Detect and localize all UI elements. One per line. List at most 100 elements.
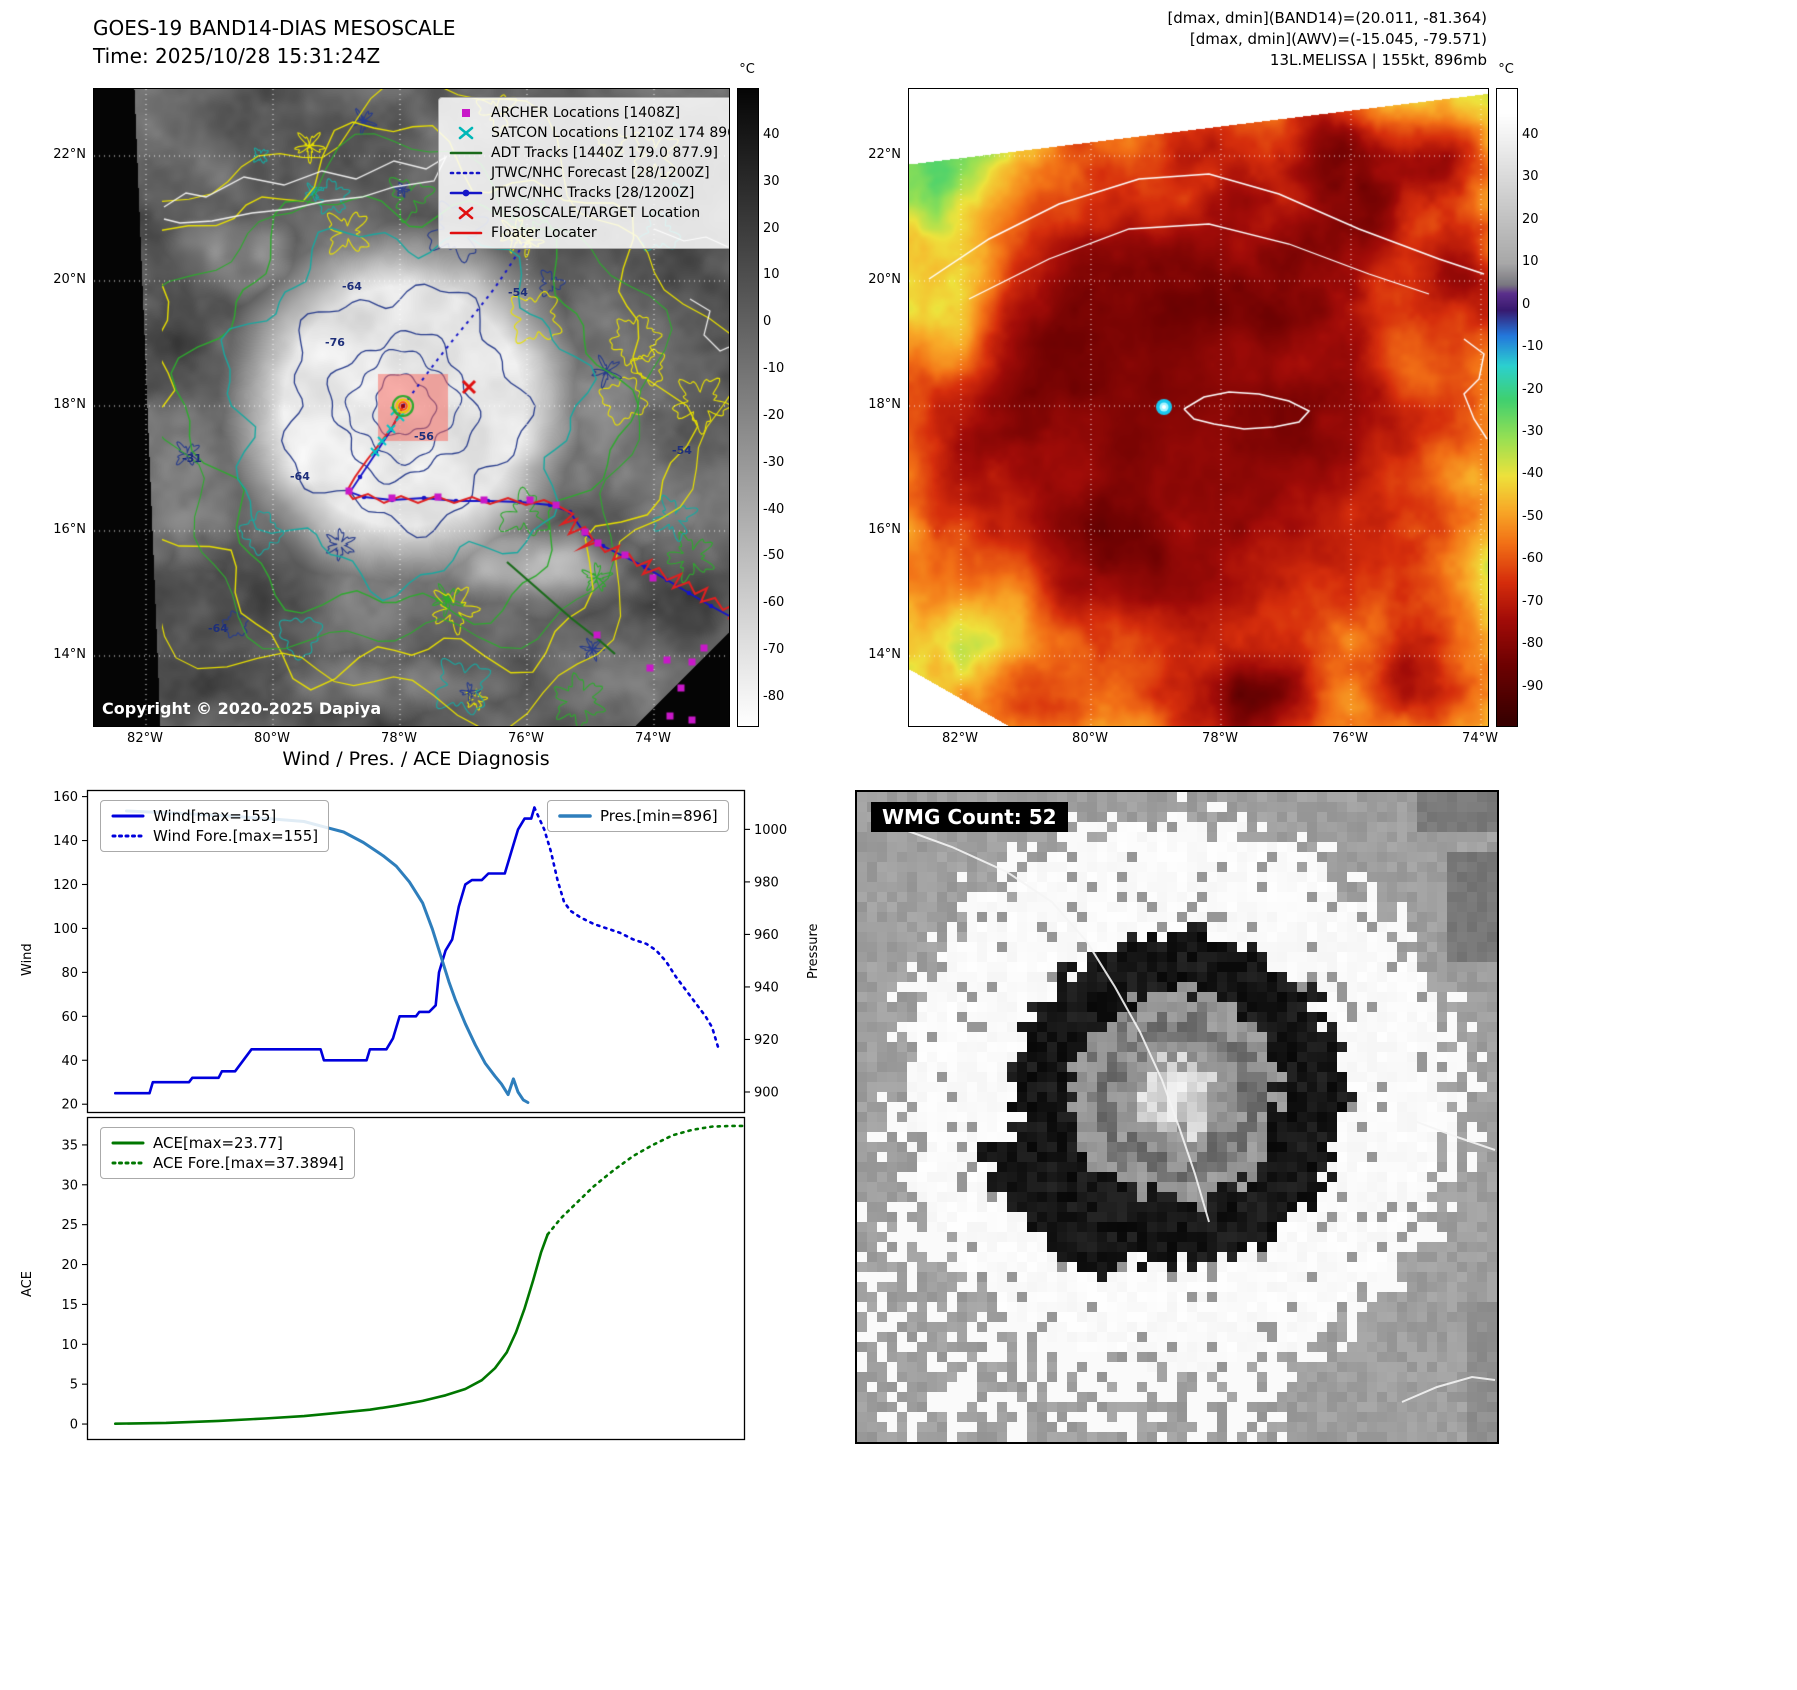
svg-text:40: 40 [61, 1054, 78, 1069]
legend-marker-line-icon [558, 814, 592, 818]
svg-text:5: 5 [70, 1378, 78, 1393]
copyright-text: Copyright © 2020-2025 Dapiya [102, 699, 382, 718]
wind-legend: Wind[max=155] Wind Fore.[max=155] [100, 800, 330, 852]
svg-text:100: 100 [53, 922, 78, 937]
legend-marker-x-icon [458, 206, 474, 220]
series-0 [114, 1233, 549, 1425]
tl-lon-label: 80°W [254, 731, 290, 746]
tr-colorbar-tick: 20 [1522, 211, 1539, 227]
contour-label: -56 [414, 430, 434, 443]
svg-text:960: 960 [754, 928, 779, 943]
tl-satellite-map: ARCHER Locations [1408Z] SATCON Locations… [93, 88, 730, 727]
tl-time: Time: 2025/10/28 15:31:24Z [93, 44, 381, 68]
tr-lon-label: 74°W [1462, 731, 1498, 746]
tl-lon-label: 82°W [127, 731, 163, 746]
tr-colorbar-tick: -90 [1522, 678, 1544, 694]
ace-legend: ACE[max=23.77] ACE Fore.[max=37.3894] [100, 1127, 355, 1179]
tl-colorbar-tick: -50 [763, 548, 785, 564]
bl-chart-title: Wind / Pres. / ACE Diagnosis [282, 748, 550, 770]
tr-colorbar-unit: °C [1498, 62, 1514, 77]
tl-lat-label: 14°N [53, 647, 86, 662]
tl-colorbar-tick: -30 [763, 454, 785, 470]
wmg-count-badge: WMG Count: 52 [871, 802, 1068, 832]
tl-colorbar-tick: 40 [763, 126, 780, 142]
tl-colorbar-tick: -70 [763, 642, 785, 658]
pressure-axis-label: Pressure [806, 923, 821, 979]
tl-colorbar-tick: 30 [763, 173, 780, 189]
tr-colorbar-tick: 30 [1522, 169, 1539, 185]
legend-marker-dotted-icon [449, 171, 483, 175]
legend-item: JTWC/NHC Forecast [28/1200Z] [449, 163, 729, 183]
tl-colorbar [737, 88, 759, 727]
tl-colorbar-unit: °C [739, 62, 755, 77]
legend-label: Wind Fore.[max=155] [153, 827, 319, 845]
legend-label: ACE Fore.[max=37.3894] [153, 1154, 344, 1172]
svg-text:1000: 1000 [754, 823, 787, 838]
tl-map-legend: ARCHER Locations [1408Z] SATCON Locations… [438, 97, 729, 249]
tr-lat-label: 20°N [868, 272, 901, 287]
svg-text:20: 20 [61, 1098, 78, 1113]
contour-label: -54 [672, 444, 692, 457]
svg-text:60: 60 [61, 1010, 78, 1025]
tr-colorbar-tick: -60 [1522, 551, 1544, 567]
contour-label: -76 [325, 336, 345, 349]
tr-info-block: [dmax, dmin](BAND14)=(20.011, -81.364) [… [1000, 8, 1487, 71]
svg-text:160: 160 [53, 790, 78, 805]
tr-lon-label: 78°W [1202, 731, 1238, 746]
tl-lat-label: 16°N [53, 522, 86, 537]
tl-colorbar-tick: 20 [763, 220, 780, 236]
tr-satellite-canvas [909, 89, 1488, 726]
tl-colorbar-tick: 10 [763, 267, 780, 283]
contour-label: -31 [182, 452, 202, 465]
legend-marker-dotted-icon [111, 1161, 145, 1165]
tr-lon-label: 80°W [1072, 731, 1108, 746]
tr-info-line1: [dmax, dmin](BAND14)=(20.011, -81.364) [1167, 9, 1487, 27]
tr-colorbar-tick: -30 [1522, 423, 1544, 439]
tr-colorbar-tick: -80 [1522, 636, 1544, 652]
legend-item: ACE[max=23.77] [111, 1133, 344, 1153]
tr-satellite-map [908, 88, 1489, 727]
legend-marker-line-icon [111, 1141, 145, 1145]
tr-colorbar-tick: -70 [1522, 593, 1544, 609]
legend-item: JTWC/NHC Tracks [28/1200Z] [449, 183, 729, 203]
legend-item: Pres.[min=896] [558, 806, 718, 826]
legend-label: Wind[max=155] [153, 807, 277, 825]
wind-pressure-chart: 20 40 60 80 100 120 140 160 900 920 940 960 980 1000 [53, 789, 787, 1114]
tr-info-line2: [dmax, dmin](AWV)=(-15.045, -79.571) [1189, 30, 1487, 48]
tr-colorbar-tick: -50 [1522, 508, 1544, 524]
tr-info-line3: 13L.MELISSA | 155kt, 896mb [1269, 51, 1487, 69]
legend-marker-line-icon [111, 814, 145, 818]
svg-text:25: 25 [61, 1218, 78, 1233]
legend-marker-line-icon [449, 231, 483, 235]
series-1 [546, 1124, 747, 1236]
wmg-coastline-overlay [896, 826, 1496, 1403]
tr-colorbar-tick: 10 [1522, 254, 1539, 270]
tl-colorbar-tick: -60 [763, 595, 785, 611]
tl-lon-label: 78°W [381, 731, 417, 746]
legend-item: Floater Locater [449, 223, 729, 243]
coastline [1416, 1121, 1496, 1151]
tl-colorbar-tick: -80 [763, 688, 785, 704]
svg-text:80: 80 [61, 966, 78, 981]
wmg-canvas [857, 792, 1497, 1442]
legend-label: ARCHER Locations [1408Z] [491, 105, 681, 121]
pressure-legend: Pres.[min=896] [547, 800, 729, 832]
legend-item: MESOSCALE/TARGET Location [449, 203, 729, 223]
tr-colorbar-tick: 40 [1522, 126, 1539, 142]
coastline [896, 826, 1210, 1223]
contour-label: -54 [508, 286, 528, 299]
wind-axis-label: Wind [20, 943, 35, 976]
svg-text:140: 140 [53, 834, 78, 849]
tl-lon-label: 76°W [508, 731, 544, 746]
tr-colorbar-canvas [1497, 89, 1517, 726]
svg-text:15: 15 [61, 1298, 78, 1313]
svg-text:900: 900 [754, 1085, 779, 1100]
legend-label: ACE[max=23.77] [153, 1134, 283, 1152]
legend-label: Floater Locater [491, 225, 597, 241]
tl-lat-label: 20°N [53, 272, 86, 287]
tl-lat-label: 22°N [53, 147, 86, 162]
tl-title: GOES-19 BAND14-DIAS MESOSCALE [93, 16, 456, 40]
tr-lon-label: 82°W [942, 731, 978, 746]
legend-marker-square-icon [462, 109, 470, 117]
